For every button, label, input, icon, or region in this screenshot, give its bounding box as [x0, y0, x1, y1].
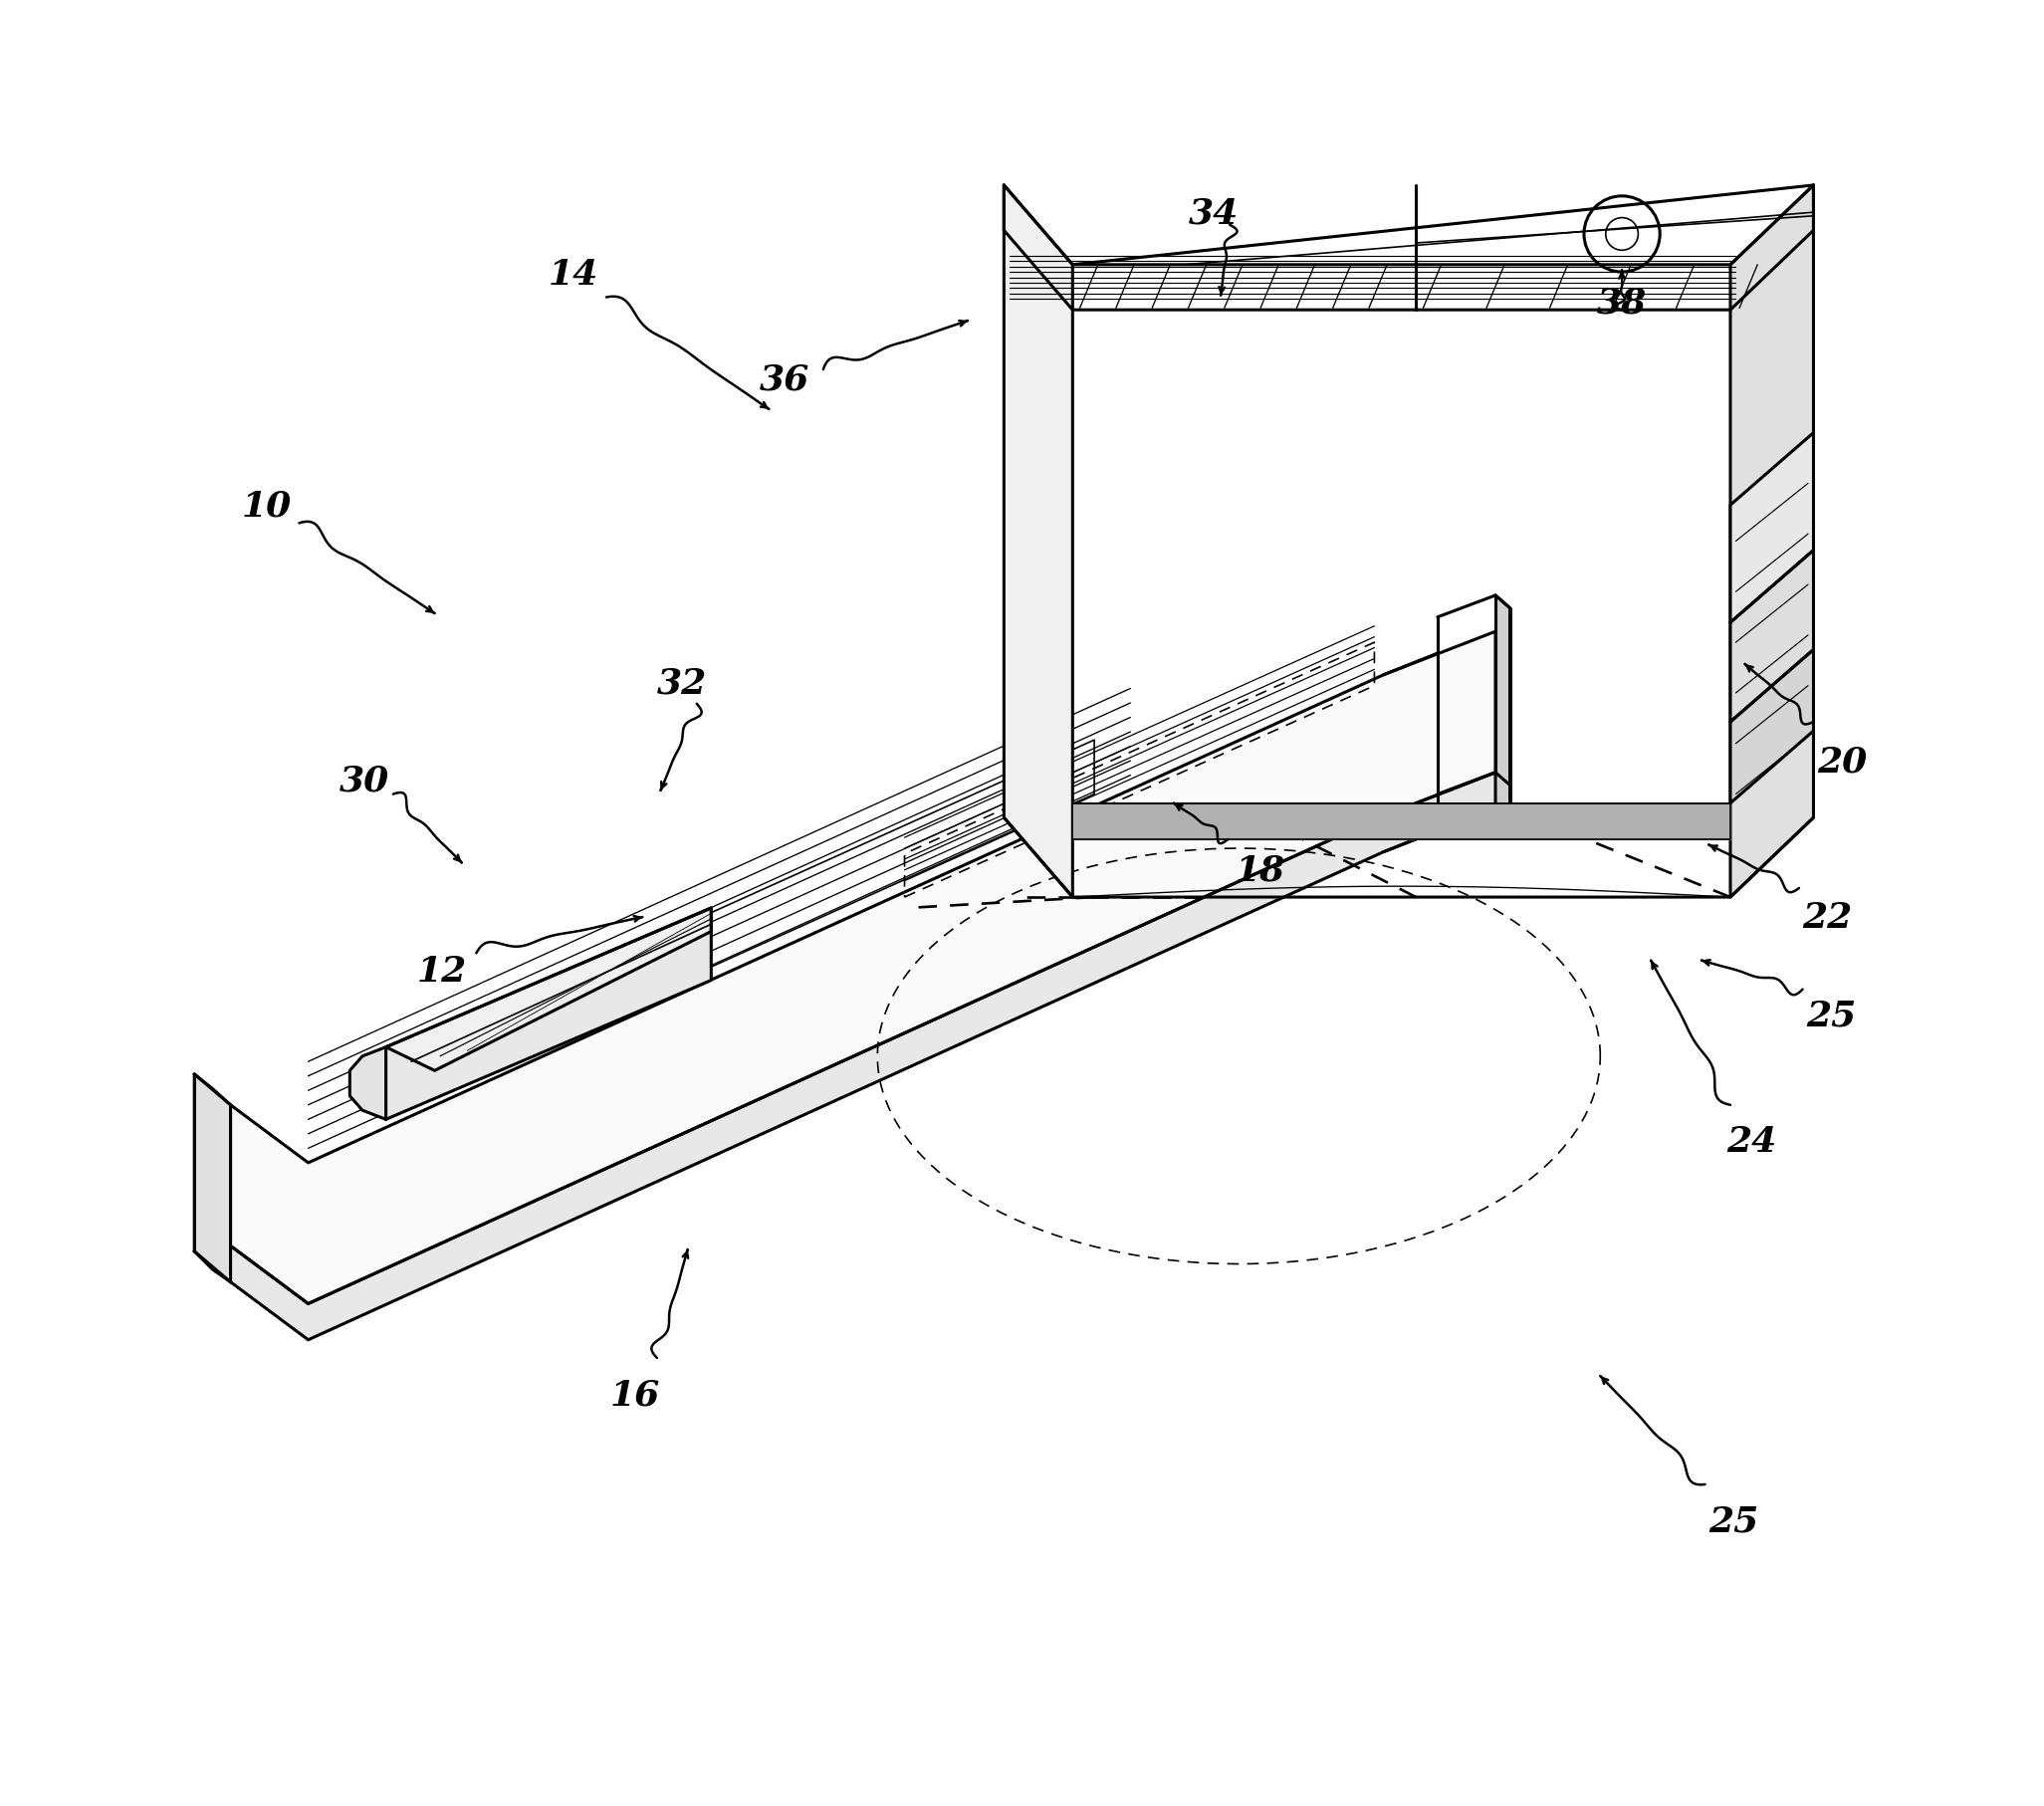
Polygon shape — [1073, 804, 1731, 840]
Text: 10: 10 — [241, 489, 292, 522]
Text: 30: 30 — [339, 764, 388, 796]
Polygon shape — [386, 908, 711, 1120]
Polygon shape — [1004, 186, 1073, 898]
Text: 22: 22 — [1803, 901, 1852, 934]
Text: 14: 14 — [548, 258, 599, 291]
Polygon shape — [1004, 186, 1813, 311]
Polygon shape — [1731, 433, 1813, 623]
Text: 24: 24 — [1727, 1125, 1776, 1158]
Text: 12: 12 — [417, 955, 466, 988]
Polygon shape — [1731, 186, 1813, 898]
Polygon shape — [231, 632, 1496, 1304]
Text: 16: 16 — [609, 1378, 660, 1410]
Text: 38: 38 — [1596, 287, 1647, 320]
Text: 32: 32 — [656, 666, 707, 699]
Polygon shape — [1731, 650, 1813, 804]
Text: 36: 36 — [760, 363, 809, 396]
Polygon shape — [350, 1047, 386, 1120]
Text: 25: 25 — [1807, 999, 1856, 1031]
Text: 34: 34 — [1188, 197, 1239, 229]
Text: 18: 18 — [1235, 854, 1286, 887]
Polygon shape — [194, 1075, 231, 1282]
Polygon shape — [231, 773, 1496, 1340]
Polygon shape — [1496, 596, 1511, 822]
Polygon shape — [386, 908, 711, 1071]
Polygon shape — [1731, 551, 1813, 722]
Text: 25: 25 — [1709, 1504, 1758, 1537]
Text: 20: 20 — [1817, 746, 1866, 778]
